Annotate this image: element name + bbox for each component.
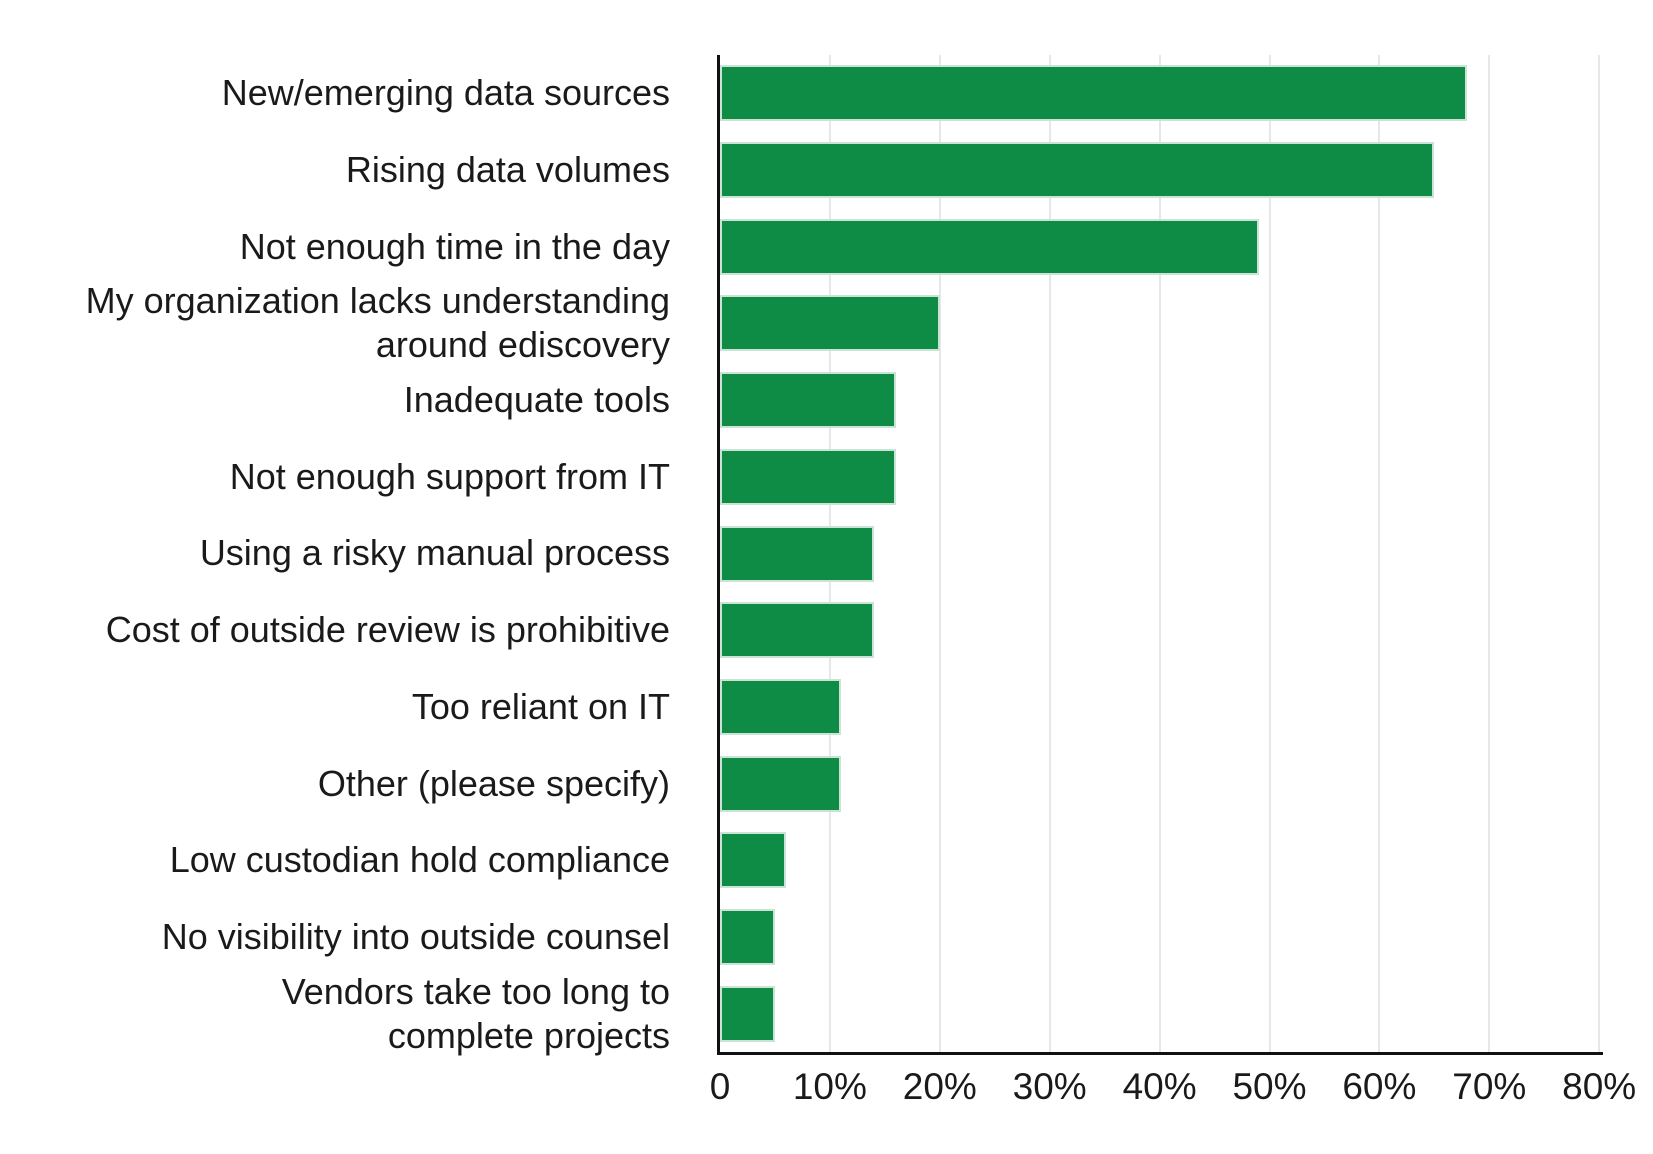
category-label: New/emerging data sources [221, 72, 670, 114]
x-tick-label: 30% [1012, 1066, 1087, 1107]
bar [720, 755, 841, 812]
gridline [1488, 55, 1491, 1052]
x-tick-label: 70% [1452, 1066, 1527, 1107]
category-label: Not enough support from IT [229, 455, 670, 497]
category-label: My organization lacks understanding arou… [85, 280, 670, 366]
bar [720, 218, 1259, 275]
gridline [1158, 55, 1161, 1052]
y-axis-line [717, 55, 720, 1055]
gridline [1268, 55, 1271, 1052]
gridline [1598, 55, 1601, 1052]
bar [720, 525, 874, 582]
bar [720, 908, 775, 965]
x-tick-label: 20% [902, 1066, 977, 1107]
x-tick-label: 10% [792, 1066, 867, 1107]
gridline [1378, 55, 1381, 1052]
x-tick-label: 60% [1342, 1066, 1417, 1107]
gridline [1048, 55, 1051, 1052]
bar [720, 448, 896, 505]
x-tick-label: 50% [1232, 1066, 1307, 1107]
x-tick-label: 40% [1122, 1066, 1197, 1107]
bar [720, 678, 841, 735]
bar [720, 372, 896, 429]
category-labels: New/emerging data sources Rising data vol… [0, 0, 695, 1154]
category-label: Low custodian hold compliance [169, 839, 670, 881]
category-label: Vendors take too long to complete projec… [281, 970, 670, 1056]
gridline [938, 55, 941, 1052]
category-label: Other (please specify) [317, 762, 670, 804]
x-axis-line [717, 1052, 1603, 1055]
category-label: Cost of outside review is prohibitive [105, 609, 670, 651]
x-tick-label: 0 [709, 1066, 731, 1107]
category-label: Too reliant on IT [411, 685, 670, 727]
category-label: Using a risky manual process [199, 532, 670, 574]
x-tick-label: 80% [1562, 1066, 1637, 1107]
bar [720, 142, 1435, 199]
category-label: Not enough time in the day [239, 225, 670, 267]
bar [720, 65, 1468, 122]
bar [720, 832, 786, 889]
bar [720, 295, 940, 352]
category-label: No visibility into outside counsel [161, 915, 670, 957]
category-label: Inadequate tools [403, 379, 670, 421]
bar [720, 985, 775, 1042]
category-label: Rising data volumes [345, 149, 670, 191]
bar [720, 602, 874, 659]
